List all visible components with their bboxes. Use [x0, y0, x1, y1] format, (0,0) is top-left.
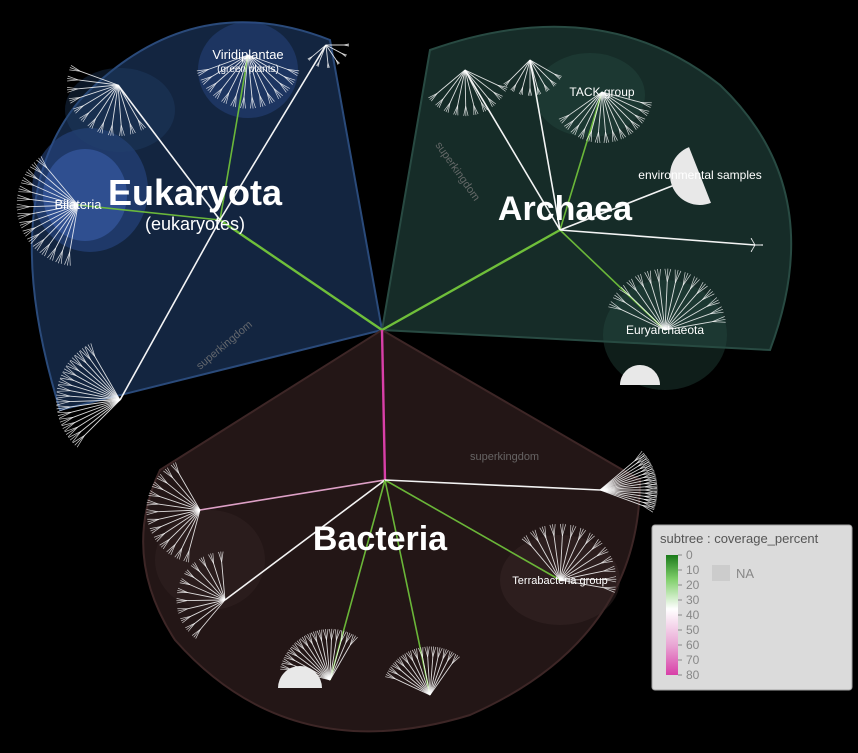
clade-label-viridiplantae: Viridiplantae — [212, 47, 283, 62]
domain-subtitle-eukaryota: (eukaryotes) — [145, 214, 245, 234]
legend-tick-80: 80 — [686, 668, 700, 682]
svg-text:(green plants): (green plants) — [217, 64, 279, 75]
domain-title-eukaryota: Eukaryota — [108, 172, 283, 213]
legend-tick-50: 50 — [686, 623, 700, 637]
rank-label-bacteria: superkingdom — [470, 451, 539, 463]
domain-title-bacteria: Bacteria — [313, 520, 448, 558]
clade-label-tack-group: TACK group — [569, 85, 634, 99]
clade-label-bilateria: Bilateria — [55, 197, 103, 212]
legend-tick-10: 10 — [686, 563, 700, 577]
clade-label-euryarchaeota: Euryarchaeota — [626, 323, 704, 337]
legend-title: subtree : coverage_percent — [660, 531, 819, 546]
clade-label-terrabacteria-group: Terrabacteria group — [512, 575, 607, 587]
clade-label-environmental-samples: environmental samples — [638, 168, 761, 182]
domain-title-archaea: Archaea — [498, 190, 633, 228]
legend-tick-20: 20 — [686, 578, 700, 592]
legend-tick-70: 70 — [686, 653, 700, 667]
legend-na-label: NA — [736, 566, 754, 581]
legend-tick-60: 60 — [686, 638, 700, 652]
phylogenetic-tree-diagram: Bilateria Viridiplantae (green plants) Euka… — [0, 0, 858, 753]
legend-tick-0: 0 — [686, 548, 693, 562]
legend-tick-30: 30 — [686, 593, 700, 607]
legend-tick-40: 40 — [686, 608, 700, 622]
legend: subtree : coverage_percent 01020304050607… — [652, 525, 852, 690]
